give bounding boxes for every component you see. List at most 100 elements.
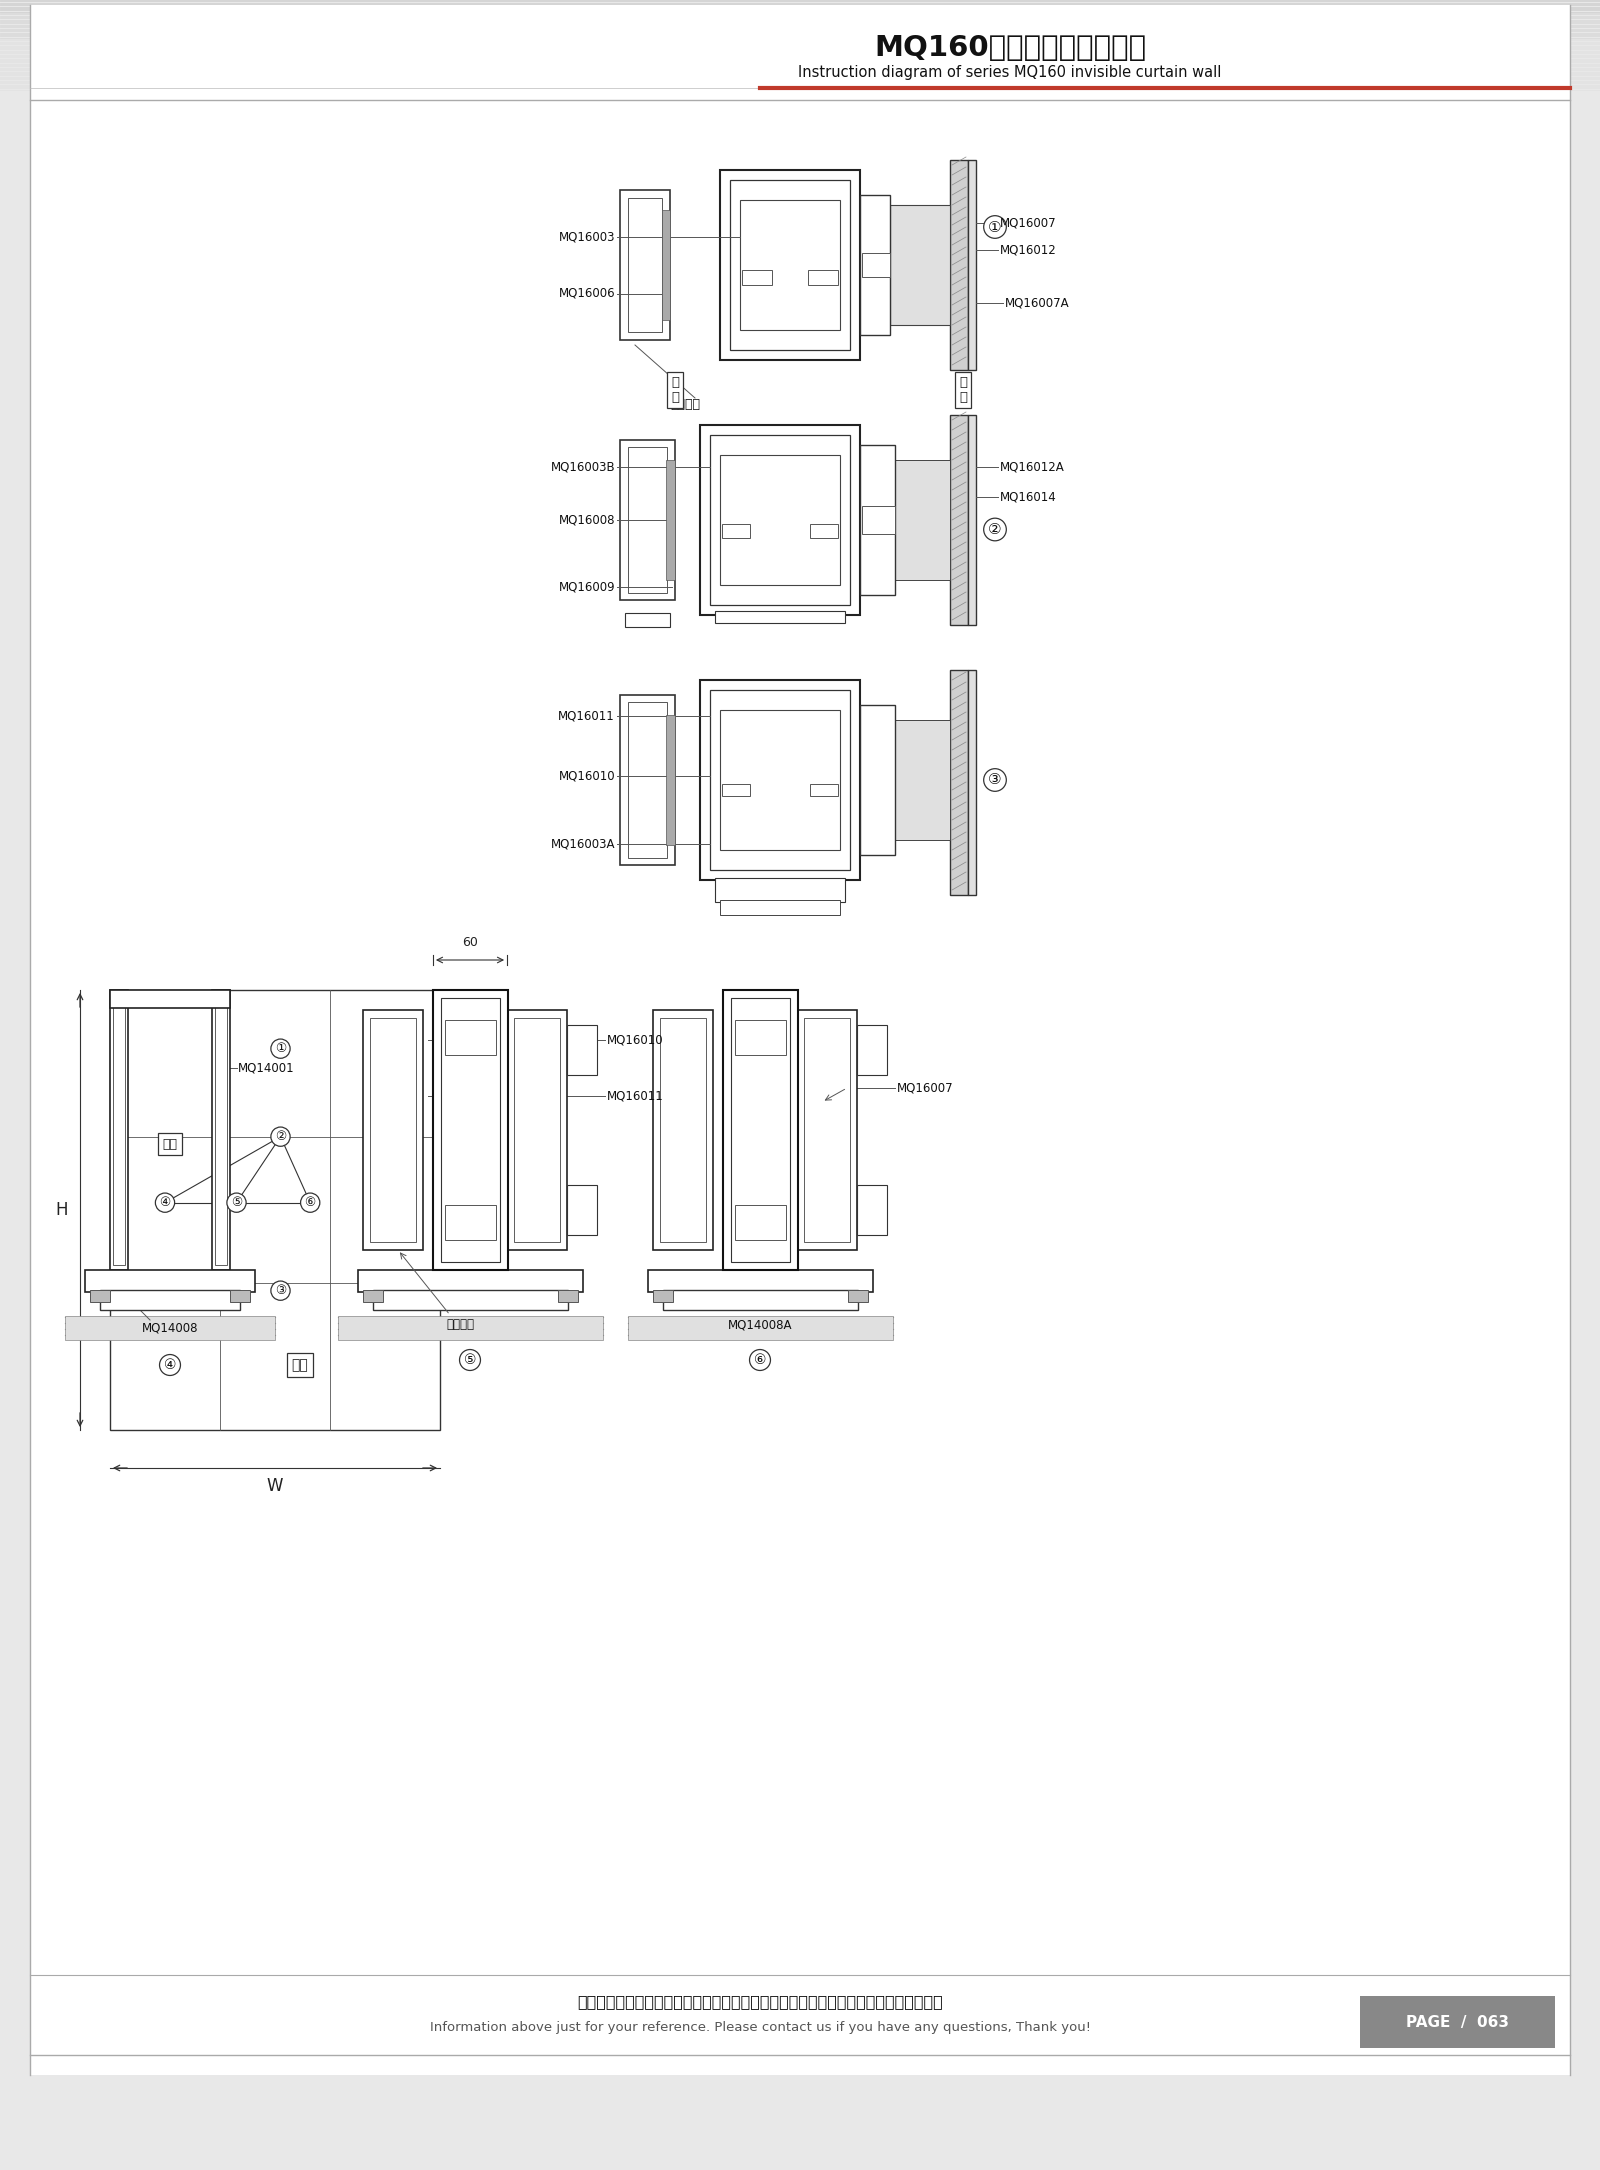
Text: 室外: 室外 [291,1358,309,1371]
Text: ⑤: ⑤ [230,1196,242,1209]
Bar [805,1018,850,1241]
Bar [211,990,230,1269]
Bar [434,990,509,1269]
Bar [862,254,890,278]
Bar [861,195,890,334]
Text: MQ16007: MQ16007 [898,1081,954,1094]
Text: MQ16007A: MQ16007A [1005,297,1070,310]
Text: MQ16011: MQ16011 [558,710,614,723]
Bar [730,180,850,349]
Bar [720,456,840,586]
Bar [558,1289,578,1302]
Text: MQ16009: MQ16009 [558,579,614,592]
Bar [445,1020,496,1055]
Bar [627,197,662,332]
Bar [230,1289,250,1302]
Bar [621,694,675,866]
Text: MQ16014: MQ16014 [1000,490,1056,503]
Text: MQ16003A: MQ16003A [550,838,614,851]
Text: ⑤: ⑤ [464,1354,477,1367]
Bar [99,1289,240,1311]
Bar [710,434,850,605]
Bar [653,1289,674,1302]
Bar [710,690,850,870]
Bar [720,169,861,360]
Bar [950,161,968,371]
Text: MQ16010: MQ16010 [606,1033,664,1046]
Text: ⑥: ⑥ [304,1196,315,1209]
Text: 60: 60 [462,935,478,948]
Bar [214,996,227,1265]
Text: MQ14008: MQ14008 [142,1322,198,1335]
Text: Information above just for your reference. Please contact us if you have any que: Information above just for your referenc… [429,2022,1091,2035]
Bar [950,671,968,894]
Bar [627,703,667,857]
Bar [445,1204,496,1239]
Bar [662,1289,858,1311]
Bar [662,210,670,319]
Text: 室内: 室内 [163,1137,178,1150]
Bar [742,269,771,284]
Text: ②: ② [989,523,1002,536]
Text: Instruction diagram of series MQ160 invisible curtain wall: Instruction diagram of series MQ160 invi… [798,65,1222,80]
Bar [701,425,861,614]
Bar [110,990,128,1269]
Bar [338,1315,603,1341]
Bar [85,1269,254,1291]
Text: MQ16006: MQ16006 [558,286,614,299]
Bar [626,612,670,627]
Bar [648,1269,874,1291]
Bar [66,1315,275,1341]
Bar [862,506,894,534]
Bar [110,990,440,1430]
Bar [621,191,670,341]
Bar [739,200,840,330]
Text: ④: ④ [163,1358,176,1371]
Bar [810,783,838,796]
Bar [858,1024,886,1074]
Bar [30,4,1570,100]
Bar [715,879,845,903]
Text: ①: ① [989,219,1002,234]
Bar [848,1289,867,1302]
Bar [114,996,125,1265]
Text: MQ16012A: MQ16012A [1000,460,1064,473]
Text: MQ16003B: MQ16003B [550,460,614,473]
Text: MQ160系列隐框幕墙结构图: MQ160系列隐框幕墙结构图 [874,35,1146,63]
Text: ⑥: ⑥ [754,1354,766,1367]
Bar [720,901,840,916]
Text: 中空玻璃: 中空玻璃 [446,1319,474,1332]
Bar [715,612,845,623]
Bar [861,705,894,855]
Text: ①: ① [275,1042,286,1055]
Bar [894,720,950,840]
Text: ③: ③ [989,773,1002,788]
Bar [968,671,976,894]
Text: 室
内: 室 内 [670,375,678,404]
Bar [861,445,894,595]
Text: W: W [267,1478,283,1495]
Bar [858,1185,886,1235]
Bar [363,1009,422,1250]
FancyBboxPatch shape [1360,1996,1555,2048]
Bar [627,1315,893,1341]
Bar [968,414,976,625]
Bar [363,1289,382,1302]
Bar [894,460,950,579]
Text: MQ16011: MQ16011 [606,1089,664,1102]
Text: 中空玻璃: 中空玻璃 [670,399,701,412]
Bar [566,1185,597,1235]
Bar [373,1289,568,1311]
Bar [723,990,798,1269]
Bar [370,1018,416,1241]
Bar [666,460,675,579]
Bar [90,1289,110,1302]
Text: H: H [56,1200,69,1220]
Bar [701,679,861,881]
Bar [514,1018,560,1241]
Text: MQ16012: MQ16012 [1000,243,1056,256]
Bar [968,161,976,371]
Bar [722,523,750,538]
Bar [661,1018,706,1241]
Bar [666,714,675,844]
